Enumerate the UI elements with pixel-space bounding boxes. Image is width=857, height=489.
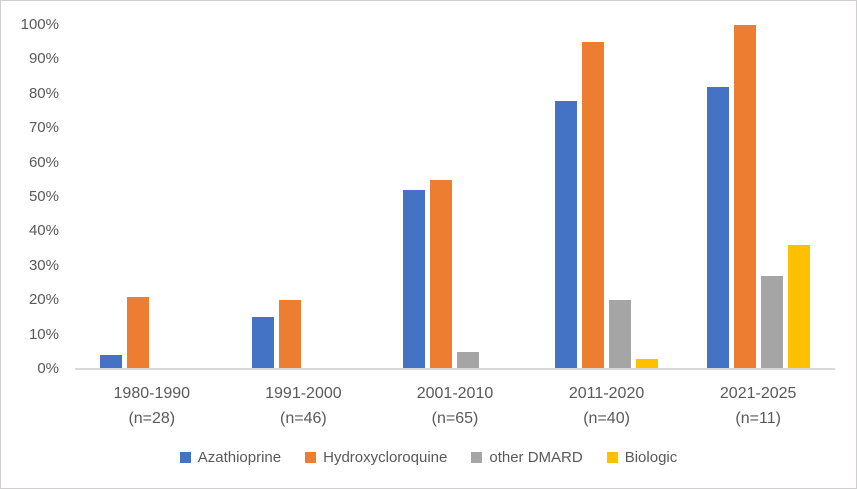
category-sublabel: (n=11) (735, 410, 781, 427)
bar-other-dmard (760, 276, 783, 369)
bar-group-2021-2025 (682, 25, 834, 369)
y-tick-label: 80% (28, 84, 59, 102)
bar-hydroxycloroquine (278, 300, 301, 369)
bar-azathioprine (403, 190, 426, 369)
legend-swatch-icon (179, 452, 191, 463)
legend-item-hydroxycloroquine: Hydroxycloroquine (305, 449, 447, 466)
legend-label: Hydroxycloroquine (323, 449, 448, 466)
x-axis-label: 2021-2025 (n=11) (682, 381, 834, 431)
bar-biologic (787, 245, 810, 369)
bar-group-1980-1990 (76, 25, 228, 369)
bar-group-1991-2000 (228, 25, 380, 369)
category-label: 1980-1990 (113, 385, 191, 402)
bar-azathioprine (706, 86, 729, 369)
category-label: 1991-2000 (265, 385, 342, 402)
legend-item-biologic: Biologic (606, 449, 678, 466)
bar-group-2011-2020 (531, 25, 683, 369)
bar-hydroxycloroquine (127, 296, 150, 369)
x-axis-label: 2011-2020 (n=40) (531, 381, 683, 431)
bar-other-dmard (609, 300, 632, 369)
y-tick-label: 10% (28, 325, 59, 343)
y-tick-label: 30% (28, 256, 59, 274)
legend-swatch-icon (606, 452, 618, 463)
legend-swatch-icon (305, 452, 317, 463)
y-tick-label: 20% (28, 291, 59, 309)
legend-label: other DMARD (489, 449, 583, 466)
y-tick-label: 50% (28, 188, 59, 205)
legend: Azathioprine Hydroxycloroquine other DMARD… (1, 449, 856, 466)
x-axis-label: 1980-1990 (n=28) (76, 381, 228, 431)
legend-label: Azathioprine (197, 449, 282, 466)
category-sublabel: (n=28) (128, 410, 176, 427)
category-label: 2001-2010 (416, 385, 494, 402)
legend-swatch-icon (471, 452, 483, 463)
y-tick-label: 70% (28, 119, 59, 137)
y-tick-label: 40% (28, 222, 59, 240)
category-sublabel: (n=40) (583, 410, 630, 427)
legend-item-other-dmard: other DMARD (471, 449, 583, 466)
bar-group-2001-2010 (379, 25, 531, 369)
bar-azathioprine (100, 355, 123, 369)
category-label: 2011-2020 (568, 385, 645, 402)
bar-azathioprine (251, 317, 274, 369)
legend-item-azathioprine: Azathioprine (179, 449, 282, 466)
y-tick-label: 90% (28, 50, 59, 68)
x-axis-labels: 1980-1990 (n=28) 1991-2000 (n=46) 2001-2010 (… (76, 381, 834, 431)
bar-biologic (636, 358, 659, 369)
plot-area (76, 25, 834, 369)
category-label: 2021-2025 (719, 385, 797, 402)
x-axis-label: 2001-2010 (n=65) (379, 381, 531, 431)
bar-azathioprine (555, 100, 578, 369)
category-sublabel: (n=46) (280, 410, 327, 427)
category-sublabel: (n=65) (431, 410, 479, 427)
y-tick-label: 100% (20, 16, 59, 33)
x-axis-line (75, 368, 835, 370)
y-tick-label: 0% (37, 360, 59, 377)
legend-label: Biologic (624, 449, 678, 466)
bar-hydroxycloroquine (733, 25, 756, 369)
bar-hydroxycloroquine (430, 179, 453, 369)
bar-other-dmard (457, 351, 480, 369)
bar-hydroxycloroquine (582, 42, 605, 369)
x-axis-label: 1991-2000 (n=46) (228, 381, 380, 431)
y-tick-label: 60% (28, 153, 59, 171)
